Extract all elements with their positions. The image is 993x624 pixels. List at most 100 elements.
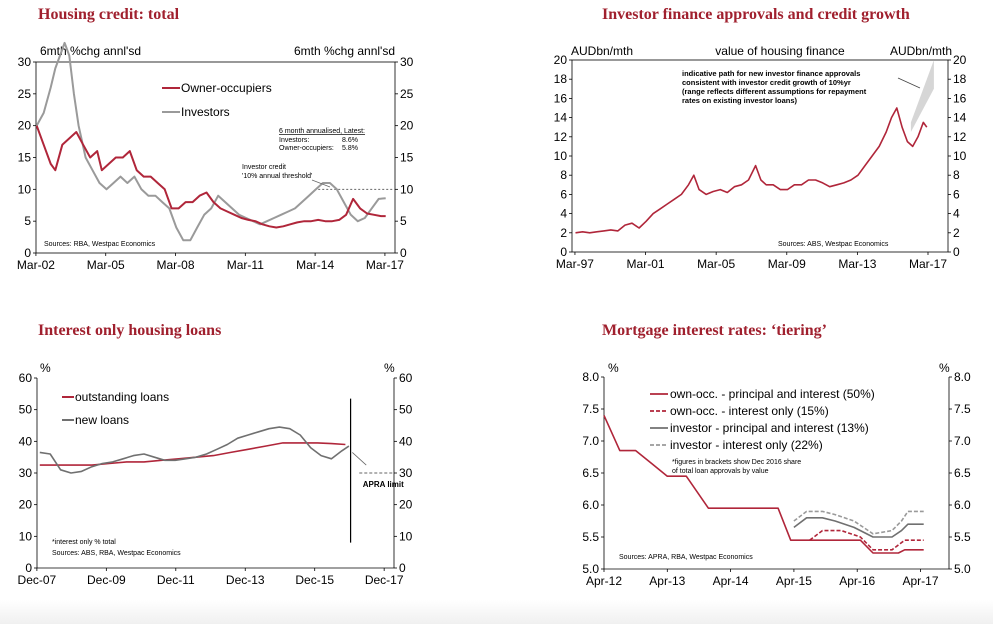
y-tick-label-left: 4 [560,207,567,221]
annotation: indicative path for new investor finance… [682,69,860,78]
y-tick-label-left: 10 [18,182,32,196]
axis-title-center: value of housing finance [715,44,845,58]
y-tick-label-right: 0 [399,561,406,575]
y-tick-label-right: 15 [400,151,414,165]
y-tick-label-left: 7.0 [582,434,599,448]
y-tick-label-left: 20 [554,53,568,67]
chart-panel-interest-only: Interest only housing loans 0 0 10 10 20 20 30… [0,310,490,600]
y-tick-label-right: 6 [953,187,960,201]
y-tick-label-left: 0 [25,561,32,575]
series-line-investors [35,41,386,242]
chart-title: Housing credit: total [38,6,180,23]
x-tick-label: Mar-17 [366,258,404,272]
y-tick-label-left: 5.5 [582,530,599,544]
series-line-grey-dashed [793,510,924,535]
y-tick-label-right: 4 [953,207,960,221]
legend-label: Investors [181,105,230,119]
y-tick-label-right: 5.0 [954,562,971,576]
series-line-new-loans [39,426,350,474]
y-axis-label-left: % [608,361,619,375]
y-tick-label-right: 60 [399,371,413,385]
legend-label: investor - interest only (22%) [670,438,823,452]
x-tick-label: Apr-12 [586,574,622,588]
annotation-leader [352,452,367,466]
legend-label: Owner-occupiers [181,81,272,95]
y-tick-label-right: 12 [953,130,967,144]
chart-panel-investor-finance: Investor finance approvals and credit gr… [500,0,993,300]
y-tick-label-left: 8 [560,168,567,182]
chart-source: Sources: RBA, Westpac Economics [44,241,156,248]
annotation: '10% annual threshold' [242,173,312,180]
y-axis-label-left: % [40,361,51,375]
y-tick-label-left: 5.0 [582,562,599,576]
x-tick-label: Dec-13 [226,573,265,587]
y-tick-label-left: 7.5 [582,402,599,416]
y-tick-label-left: 15 [18,151,32,165]
y-tick-label-right: 14 [953,111,967,125]
note-value: 5.8% [342,145,358,152]
y-tick-label-right: 50 [399,403,413,417]
y-tick-label-left: 2 [560,226,567,240]
y-tick-label-right: 5.5 [954,530,971,544]
x-tick-label: Mar-08 [157,258,195,272]
note-heading: 6 month annualised, Latest: [279,128,365,135]
y-tick-label-right: 6.0 [954,498,971,512]
series-line-red-dashed [809,529,924,551]
x-tick-label: Dec-07 [18,573,57,587]
y-axis-label-right: % [384,361,395,375]
annotation: APRA limit [363,480,404,489]
y-tick-label-left: 0 [24,246,31,260]
chart-housing-credit: 0 0 5 5 10 10 15 15 20 20 25 25 30 30 Mar-02 Mar-05 Mar-… [17,41,414,272]
y-tick-label-left: 18 [554,72,568,86]
x-tick-label: Mar-01 [627,257,665,271]
y-tick-label-right: 0 [400,246,407,260]
annotation: rates on existing investor loans) [682,96,798,105]
y-tick-label-right: 30 [399,466,413,480]
x-tick-label: Mar-11 [227,258,264,272]
y-tick-label-left: 12 [554,130,568,144]
note-value: 8.6% [342,137,358,144]
y-tick-label-left: 20 [19,498,33,512]
y-tick-label-right: 20 [400,119,414,133]
x-tick-label: Mar-02 [17,258,55,272]
annotation: (range reflects different assumptions fo… [682,87,867,96]
y-tick-label-right: 8 [953,168,960,182]
y-tick-label-right: 7.5 [954,402,971,416]
y-axis-label-left: AUDbn/mth [571,44,633,58]
y-tick-label-right: 16 [953,91,967,105]
x-tick-label: Mar-14 [296,258,334,272]
chart-investor-finance: 0 0 2 2 4 4 6 6 8 8 10 10 12 12 14 14 16 16 18 18 20 20 Mar-97… [554,44,967,271]
series-line-outstanding-loans [39,442,346,466]
chart-source: Sources: APRA, RBA, Westpac Economics [619,554,753,561]
y-tick-label-right: 20 [953,53,967,67]
chart-footnote: of total loan approvals by value [672,468,769,475]
y-tick-label-left: 6 [560,187,567,201]
series-line-grey-solid [793,517,924,538]
x-tick-label: Dec-09 [87,573,126,587]
y-tick-label-left: 60 [19,371,33,385]
page-shadow-band [0,600,993,624]
y-axis-label-left: 6mth %chg annl'sd [40,44,141,58]
y-tick-label-right: 5 [400,214,407,228]
x-tick-label: Mar-05 [87,258,125,272]
x-tick-label: Apr-13 [649,574,685,588]
annotation-leader [311,179,331,188]
series-line-owner-occupiers [35,125,386,229]
chart-title: Interest only housing loans [38,322,222,339]
x-tick-label: Dec-17 [365,573,404,587]
legend-label: own-occ. - principal and interest (50%) [670,387,875,401]
y-tick-label-left: 20 [18,119,32,133]
note-label: Owner-occupiers: [279,145,334,152]
chart-footnote: *interest only % total [52,539,116,546]
y-tick-label-right: 10 [953,149,967,163]
y-tick-label-left: 10 [19,529,33,543]
y-tick-label-right: 8.0 [954,370,971,384]
y-tick-label-right: 0 [953,245,960,259]
projection-band [910,60,934,132]
chart-footnote: *figures in brackets show Dec 2016 share [672,459,801,466]
y-tick-label-left: 6.5 [582,466,599,480]
y-tick-label-right: 10 [400,182,414,196]
x-tick-label: Apr-16 [839,574,875,588]
chart-source: Sources: ABS, Westpac Economics [778,241,889,248]
x-tick-label: Apr-14 [713,574,749,588]
